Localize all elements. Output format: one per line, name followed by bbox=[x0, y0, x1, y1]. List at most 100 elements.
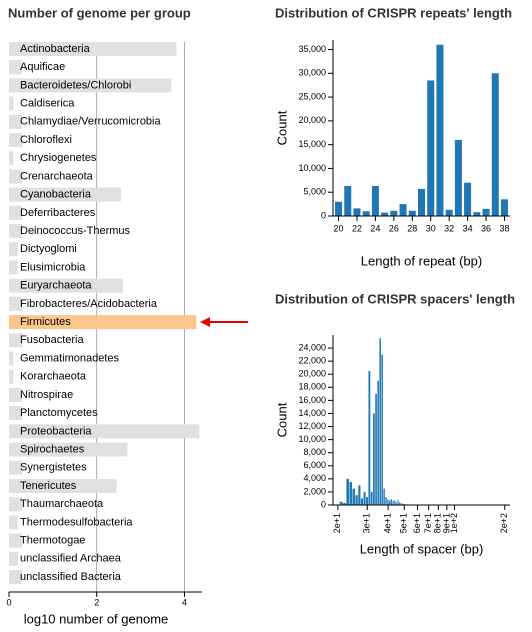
chart-title: Distribution of CRISPR spacers' length bbox=[275, 291, 515, 306]
category-label: Synergistetes bbox=[20, 462, 87, 474]
bar bbox=[436, 44, 444, 216]
y-tick-label: 2,000 bbox=[303, 486, 326, 496]
category-label: Chlamydiae/Verrucomicrobia bbox=[20, 116, 161, 128]
bar bbox=[363, 491, 366, 505]
bar bbox=[352, 488, 355, 505]
bar bbox=[383, 488, 385, 505]
category-label: Dictyoglomi bbox=[20, 243, 77, 255]
bar bbox=[402, 503, 404, 505]
bar bbox=[362, 211, 370, 216]
bar bbox=[473, 212, 481, 216]
bar bbox=[9, 369, 14, 384]
x-axis-label: Length of spacer (bp) bbox=[360, 541, 484, 556]
y-tick-label: 10,000 bbox=[298, 163, 326, 173]
category-label: unclassified Archaea bbox=[20, 553, 122, 565]
y-axis-label: Count bbox=[274, 110, 289, 145]
category-label: Planctomycetes bbox=[20, 407, 98, 419]
x-axis-label: Length of repeat (bp) bbox=[361, 253, 482, 268]
bar bbox=[408, 210, 416, 216]
category-label: Proteobacteria bbox=[20, 425, 92, 437]
category-label: Deinococcus-Thermus bbox=[20, 225, 131, 237]
category-label: Cyanobacteria bbox=[20, 189, 92, 201]
bar bbox=[397, 499, 399, 505]
bar bbox=[9, 460, 23, 475]
x-tick-label: 0 bbox=[6, 597, 11, 607]
bar bbox=[9, 169, 23, 184]
category-label: Gemmatimonadetes bbox=[20, 352, 120, 364]
bar bbox=[9, 351, 14, 366]
y-tick-label: 14,000 bbox=[298, 408, 326, 418]
bar bbox=[353, 208, 361, 216]
category-label: Fibrobacteres/Acidobacteria bbox=[20, 298, 158, 310]
y-tick-label: 35,000 bbox=[298, 44, 326, 54]
bar bbox=[394, 500, 396, 505]
bar bbox=[9, 387, 23, 402]
chart-title: Distribution of CRISPR repeats' length bbox=[275, 5, 512, 20]
bar bbox=[500, 199, 508, 216]
y-tick-label: 5,000 bbox=[303, 187, 326, 197]
category-label: Firmicutes bbox=[20, 316, 71, 328]
x-tick-label: 26 bbox=[389, 223, 399, 233]
y-tick-label: 12,000 bbox=[298, 421, 326, 431]
x-tick-label: 7e+1 bbox=[423, 513, 433, 533]
x-tick-label: 4 bbox=[182, 597, 187, 607]
bar bbox=[9, 442, 128, 457]
bar bbox=[9, 224, 23, 239]
bar bbox=[464, 182, 472, 216]
bar bbox=[9, 278, 124, 293]
arrow-head bbox=[200, 317, 210, 327]
bar bbox=[454, 139, 462, 216]
bar bbox=[9, 133, 23, 148]
bar bbox=[381, 212, 389, 216]
x-tick-label: 3e+1 bbox=[362, 513, 372, 533]
bar bbox=[377, 380, 379, 505]
category-label: Aquificae bbox=[20, 61, 65, 73]
bar bbox=[9, 187, 121, 202]
bar bbox=[9, 333, 23, 348]
x-tick-label: 8e+1 bbox=[433, 513, 443, 533]
bar bbox=[427, 80, 435, 216]
category-label: Crenarchaeota bbox=[20, 170, 94, 182]
x-tick-label: 28 bbox=[407, 223, 417, 233]
bar bbox=[339, 501, 343, 505]
y-tick-label: 15,000 bbox=[298, 139, 326, 149]
bar bbox=[381, 354, 383, 505]
category-label: Fusobacteria bbox=[20, 334, 84, 346]
x-tick-label: 32 bbox=[444, 223, 454, 233]
category-label: Euryarchaeota bbox=[20, 280, 92, 292]
x-tick-label: 4e+1 bbox=[382, 513, 392, 533]
bar bbox=[9, 42, 177, 56]
bar bbox=[9, 551, 18, 566]
bar bbox=[385, 497, 387, 505]
category-label: Deferribacteres bbox=[20, 207, 96, 219]
bar bbox=[9, 515, 18, 530]
y-tick-label: 8,000 bbox=[303, 447, 326, 457]
category-label: Spirochaetes bbox=[20, 443, 85, 455]
bar bbox=[9, 114, 23, 129]
bar bbox=[370, 491, 373, 505]
category-label: Elusimicrobia bbox=[20, 261, 86, 273]
x-tick-label: 2 bbox=[94, 597, 99, 607]
bar bbox=[9, 78, 172, 93]
category-label: Nitrospirae bbox=[20, 389, 73, 401]
y-tick-label: 25,000 bbox=[298, 91, 326, 101]
y-tick-label: 24,000 bbox=[298, 342, 326, 352]
x-tick-label: 34 bbox=[463, 223, 473, 233]
bar bbox=[9, 205, 23, 220]
category-label: Actinobacteria bbox=[20, 43, 91, 55]
bar bbox=[360, 498, 364, 505]
bar bbox=[387, 499, 389, 505]
category-label: Korarchaeota bbox=[20, 371, 87, 383]
bar bbox=[9, 478, 117, 493]
category-label: unclassified Bacteria bbox=[20, 571, 122, 583]
x-tick-label: 6e+1 bbox=[412, 513, 422, 533]
y-axis-label: Count bbox=[274, 402, 289, 437]
bar bbox=[9, 296, 23, 311]
category-label: Thaumarchaeota bbox=[20, 498, 104, 510]
bar bbox=[9, 406, 23, 421]
bar bbox=[9, 533, 23, 548]
bar bbox=[390, 210, 398, 216]
bar bbox=[417, 188, 426, 216]
bar bbox=[368, 370, 371, 505]
